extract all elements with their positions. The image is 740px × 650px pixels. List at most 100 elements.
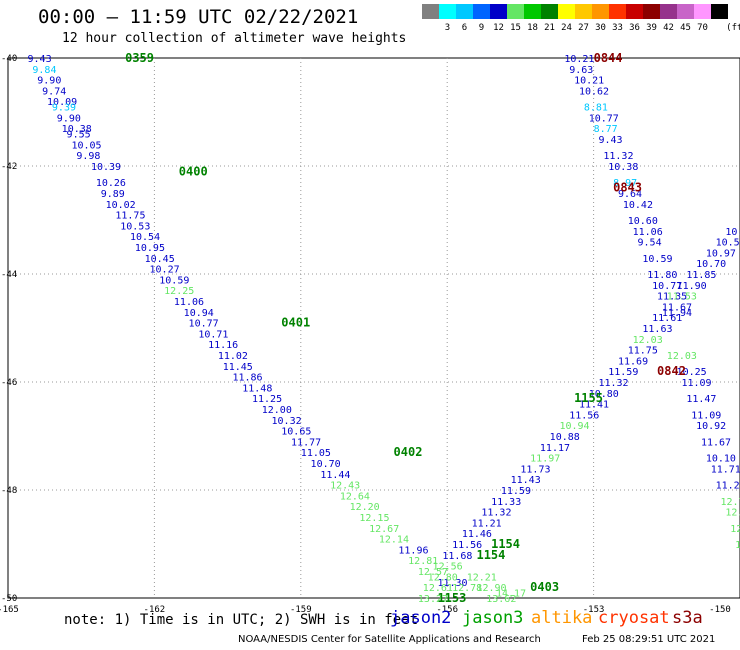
data-point-label: 12.43 (330, 481, 360, 492)
data-point-label: 10.10 (706, 454, 736, 465)
data-point-label: 9.98 (76, 151, 100, 162)
data-point-label: 11.17 (540, 443, 570, 454)
chart-title: 00:00 — 11:59 UTC 02/22/2021 (38, 6, 359, 28)
data-point-label: 10.21 (574, 76, 604, 87)
data-point-label: 12.25 (164, 286, 194, 297)
time-label: 0403 (530, 580, 559, 594)
data-point-label: 12.61 (423, 583, 453, 594)
colorbar-label: 18 (527, 23, 538, 33)
time-label: 1154 (491, 537, 520, 551)
data-point-label: 12.78 (452, 583, 482, 594)
data-point-label: 9.55 (67, 130, 91, 141)
time-label: 0402 (394, 445, 423, 459)
data-point-label: 10.97 (706, 248, 736, 259)
data-point-label: 9.43 (28, 54, 52, 65)
data-point-label: 10.70 (696, 259, 726, 270)
data-point-label: 11.22 (716, 481, 740, 492)
data-point-label: 11.75 (628, 346, 658, 357)
data-point-label: 12.15 (359, 513, 389, 524)
colorbar-label: 39 (646, 23, 657, 33)
data-point-label: 11.61 (652, 313, 682, 324)
data-point-label: 10.25 (677, 367, 707, 378)
data-point-label: 9.43 (598, 135, 622, 146)
data-point-label: 11.97 (530, 454, 560, 465)
legend-jason2: jason2 (390, 608, 452, 628)
data-point-label: 11.90 (677, 281, 707, 292)
data-point-label: 10.09 (47, 97, 77, 108)
data-point-label: 12.27 (725, 508, 740, 519)
data-point-label: 12.21 (467, 572, 497, 583)
data-point-label: 11.67 (701, 437, 731, 448)
data-point-label: 12.03 (667, 351, 697, 362)
data-point-label: 11.33 (491, 497, 521, 508)
colorbar-swatch (643, 4, 660, 19)
data-point-label: 10.05 (71, 140, 101, 151)
data-point-label: 10.42 (623, 200, 653, 211)
data-point-label: 10.80 (589, 389, 619, 400)
data-point-label: 11.32 (598, 378, 628, 389)
data-point-label: 10.38 (62, 124, 92, 135)
data-point-label: 11.48 (242, 383, 272, 394)
data-point-label: 11.06 (633, 227, 663, 238)
colorbar-swatch (439, 4, 456, 19)
data-point-label: 8.81 (584, 103, 608, 114)
data-point-label: 12.80 (428, 572, 458, 583)
time-label: 0359 (125, 51, 154, 65)
plot-frame (7, 57, 740, 599)
data-point-label: 9.89 (101, 189, 125, 200)
data-point-label: 8.97 (613, 178, 637, 189)
colorbar-label: 24 (561, 23, 572, 33)
data-point-label: 11.32 (481, 508, 511, 519)
data-point-label: 11.16 (208, 340, 238, 351)
time-label: 0842 (657, 364, 686, 378)
data-point-label: 10.54 (130, 232, 160, 243)
timestamp-text: Feb 25 08:29:51 UTC 2021 (582, 634, 716, 645)
data-point-label: 12.20 (350, 502, 380, 513)
data-point-label: 10.96 (725, 227, 740, 238)
data-point-label: 11.59 (501, 486, 531, 497)
data-point-label: 11.47 (686, 394, 716, 405)
time-label: 0400 (179, 164, 208, 178)
data-point-label: 11.67 (662, 302, 692, 313)
colorbar-label: 70 (697, 23, 708, 33)
data-point-label: 11.80 (647, 270, 677, 281)
data-point-label: 11.32 (603, 151, 633, 162)
data-point-label: 11.68 (442, 551, 472, 562)
data-point-label: 11.25 (252, 394, 282, 405)
data-point-label: 10.32 (272, 416, 302, 427)
data-point-label: 10.59 (642, 254, 672, 265)
data-point-label: 11.09 (691, 410, 721, 421)
data-point-label: 11.71 (711, 464, 740, 475)
data-point-label: 11.44 (320, 470, 350, 481)
data-point-label: 11.53 (667, 292, 697, 303)
y-tick-label: -50 (1, 594, 17, 604)
colorbar-label: 27 (578, 23, 589, 33)
colorbar-swatch (626, 4, 643, 19)
colorbar-label: 21 (544, 23, 555, 33)
data-point-label: 10.65 (281, 427, 311, 438)
x-tick-label: -165 (0, 605, 19, 615)
data-point-label: 11.43 (511, 475, 541, 486)
data-point-label: 10.77 (189, 319, 219, 330)
data-point-label: 11.94 (662, 308, 692, 319)
time-label: 0843 (613, 181, 642, 195)
data-point-label: 10.27 (150, 265, 180, 276)
colorbar-label: 12 (493, 23, 504, 33)
colorbar-label: 33 (612, 23, 623, 33)
colorbar-swatch (541, 4, 558, 19)
colorbar-label: 30 (595, 23, 606, 33)
data-point-label: 9.63 (569, 65, 593, 76)
data-point-label: 11.69 (618, 356, 648, 367)
time-label: 0401 (281, 316, 310, 330)
time-label: 1154 (476, 548, 505, 562)
data-point-label: 10.53 (120, 221, 150, 232)
data-point-label: 10.71 (198, 329, 228, 340)
data-point-label: 11.06 (174, 297, 204, 308)
data-point-label: 10.94 (184, 308, 214, 319)
data-point-label: 9.39 (52, 103, 76, 114)
data-point-label: 12.56 (433, 562, 463, 573)
colorbar-swatch (473, 4, 490, 19)
colorbar-swatch (592, 4, 609, 19)
data-point-label: 12.64 (340, 491, 370, 502)
